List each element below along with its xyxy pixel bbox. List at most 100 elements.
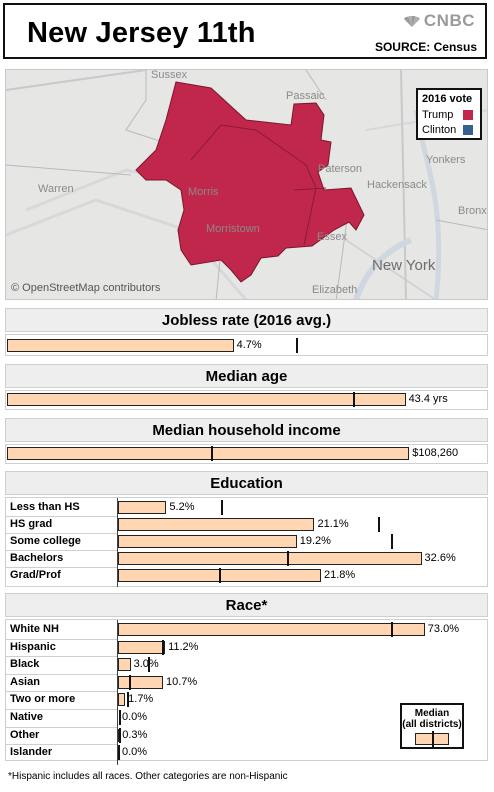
median-tick [377, 517, 380, 532]
section-title-jobless: Jobless rate (2016 avg.) [5, 308, 488, 332]
axis-line [117, 620, 118, 765]
legend-label-clinton: Clinton [422, 124, 457, 136]
value-label: 3.0% [133, 658, 159, 671]
row-label: Native [10, 711, 44, 723]
row-label: Hispanic [10, 640, 56, 653]
row-label: Less than HS [10, 501, 80, 513]
median-tick [118, 710, 121, 725]
row-divider [6, 550, 117, 551]
district-map: Sussex Passaic Warren Yonkers Paterson H… [5, 69, 488, 300]
place-label: Paterson [318, 163, 363, 175]
row-label: Black [10, 658, 40, 671]
legend-title: 2016 vote [422, 93, 473, 105]
row-label: Bachelors [10, 552, 64, 564]
row-divider [6, 638, 117, 640]
median-tick [118, 745, 121, 761]
legend-swatch-trump [463, 110, 473, 120]
jobless-chart: 4.7% [5, 334, 488, 356]
axis-line [117, 498, 118, 587]
place-label: Passaic [286, 90, 325, 102]
bar [118, 675, 163, 689]
median-tick [221, 500, 224, 515]
district-shape [135, 81, 365, 283]
value-label: $108,260 [412, 447, 459, 459]
row-divider [6, 567, 117, 568]
bar [118, 658, 131, 672]
map-attribution: © OpenStreetMap contributors [11, 282, 161, 294]
row-divider [6, 744, 117, 746]
bar [118, 501, 167, 514]
median-tick [353, 392, 356, 407]
median-legend: Median (all districts) [400, 703, 464, 749]
median-tick [391, 622, 394, 637]
footnote: *Hispanic includes all races. Other cate… [8, 771, 288, 782]
median-tick [211, 446, 214, 461]
row-label: Islander [10, 746, 53, 759]
row-label: Some college [10, 535, 81, 547]
median-tick [147, 657, 150, 673]
median-tick [287, 551, 290, 566]
section-title-income: Median household income [5, 418, 488, 442]
value-label: 19.2% [299, 535, 331, 547]
place-label: Warren [38, 183, 74, 195]
row-label: Other [10, 728, 40, 741]
median-legend-title: Median (all districts) [402, 708, 462, 730]
legend-label-trump: Trump [422, 109, 454, 121]
bar [118, 623, 425, 636]
place-label: Morristown [206, 223, 260, 235]
section-title-education: Education [5, 471, 488, 495]
median-tick [127, 692, 130, 708]
median-legend-tick [432, 731, 434, 747]
row-label: HS grad [10, 518, 53, 530]
row-divider [6, 673, 117, 675]
place-label: Essex [317, 231, 347, 243]
income-chart: $108,260 [5, 444, 488, 464]
row-divider [6, 533, 117, 534]
place-label: Bronx [458, 205, 487, 217]
bar [118, 640, 166, 654]
header: New Jersey 11th CNBC SOURCE: Census [3, 3, 487, 59]
value-label: 5.2% [169, 501, 195, 513]
value-label: 0.0% [122, 746, 148, 759]
legend-swatch-clinton [463, 125, 473, 135]
age-chart: 43.4 yrs [5, 390, 488, 410]
place-label: Elizabeth [312, 284, 358, 296]
value-label: 4.7% [236, 339, 262, 351]
brand-name: CNBC [423, 11, 475, 30]
median-tick [118, 727, 121, 743]
bar [118, 552, 422, 565]
bar [118, 535, 297, 548]
peacock-icon [403, 16, 420, 27]
row-label: White NH [10, 623, 59, 635]
place-label: Yonkers [426, 154, 466, 166]
vote-legend: 2016 vote Trump Clinton [416, 88, 482, 140]
row-divider [6, 709, 117, 710]
value-label: 32.6% [424, 552, 456, 564]
row-divider [6, 656, 117, 658]
row-label: Two or more [10, 693, 76, 706]
bar [7, 393, 406, 406]
place-label: New York [372, 257, 436, 274]
bar [7, 339, 234, 352]
median-tick [219, 568, 222, 583]
bar [118, 693, 126, 707]
place-label: Morris [188, 186, 219, 198]
row-label: Asian [10, 675, 40, 688]
row-label: Grad/Prof [10, 569, 61, 581]
value-label: 43.4 yrs [408, 393, 448, 405]
source-note: SOURCE: Census [374, 40, 477, 54]
map-background [6, 70, 487, 299]
row-divider [6, 516, 117, 517]
place-label: Hackensack [367, 179, 427, 191]
page-title: New Jersey 11th [27, 17, 256, 49]
education-chart: Less than HS 5.2% HS grad 21.1% Some college… [5, 497, 488, 587]
median-tick [162, 639, 165, 655]
median-legend-bar [415, 731, 449, 747]
bar [7, 447, 410, 460]
place-label: Sussex [151, 69, 188, 81]
section-title-age: Median age [5, 364, 488, 388]
row-divider [6, 691, 117, 693]
brand-logo: CNBC [403, 11, 475, 31]
median-tick [390, 534, 393, 549]
bar [118, 518, 315, 531]
